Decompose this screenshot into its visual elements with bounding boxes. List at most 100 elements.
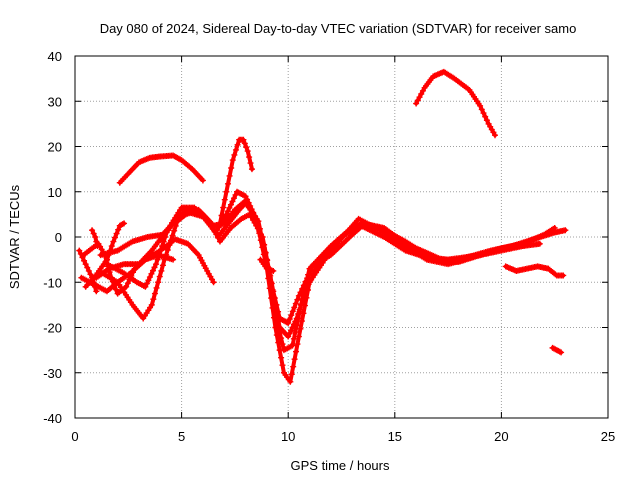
data-point bbox=[210, 224, 217, 231]
data-point bbox=[304, 275, 311, 282]
data-point bbox=[293, 315, 300, 322]
data-point bbox=[223, 211, 230, 218]
data-point bbox=[416, 94, 423, 101]
y-tick-label: -30 bbox=[43, 366, 62, 381]
data-point bbox=[124, 280, 131, 287]
x-axis-label: GPS time / hours bbox=[291, 458, 390, 473]
data-point bbox=[297, 301, 304, 308]
data-point bbox=[305, 281, 312, 288]
data-point bbox=[286, 316, 293, 323]
data-point bbox=[226, 172, 233, 179]
data-point bbox=[151, 290, 158, 297]
data-point bbox=[93, 288, 100, 295]
data-point bbox=[210, 279, 217, 286]
data-point bbox=[296, 306, 303, 313]
data-point bbox=[82, 261, 89, 268]
data-point bbox=[264, 257, 271, 264]
data-point bbox=[492, 132, 499, 139]
data-point bbox=[551, 224, 558, 231]
x-tick-label: 25 bbox=[601, 429, 615, 444]
data-point bbox=[158, 267, 165, 274]
series-arc-post-peak bbox=[257, 256, 277, 274]
x-tick-label: 5 bbox=[178, 429, 185, 444]
data-point bbox=[288, 312, 295, 319]
data-point bbox=[153, 261, 160, 268]
data-point bbox=[290, 363, 297, 370]
data-point bbox=[286, 330, 293, 337]
data-point bbox=[244, 148, 251, 155]
data-point bbox=[303, 284, 310, 291]
chart-title: Day 080 of 2024, Sidereal Day-to-day VTE… bbox=[100, 21, 577, 36]
data-point bbox=[279, 362, 286, 369]
data-point bbox=[295, 310, 302, 317]
data-point bbox=[223, 188, 230, 195]
series-trace bbox=[94, 201, 568, 339]
x-tick-label: 20 bbox=[494, 429, 508, 444]
data-point bbox=[164, 247, 171, 254]
data-point bbox=[243, 144, 250, 151]
data-point bbox=[419, 87, 426, 94]
data-point bbox=[536, 240, 543, 247]
data-point bbox=[292, 329, 299, 336]
data-point bbox=[145, 277, 152, 284]
data-point bbox=[292, 300, 299, 307]
y-tick-label: -40 bbox=[43, 411, 62, 426]
data-point bbox=[562, 227, 569, 234]
data-point bbox=[312, 267, 319, 274]
data-point bbox=[108, 274, 115, 281]
data-point bbox=[560, 272, 567, 279]
data-point bbox=[150, 296, 157, 303]
data-point bbox=[295, 292, 302, 299]
axis-ticks: 0 5 10 15 20 25 -40 -30 -20 -10 0 10 20 30 40 bbox=[43, 49, 615, 444]
data-point bbox=[292, 318, 299, 325]
data-point bbox=[309, 264, 316, 271]
data-point bbox=[84, 264, 91, 271]
data-point bbox=[94, 243, 101, 250]
data-point bbox=[227, 201, 234, 208]
data-point bbox=[305, 271, 312, 278]
data-point bbox=[246, 154, 253, 161]
series-arc-late-peak bbox=[413, 68, 499, 139]
y-tick-label: 30 bbox=[48, 94, 62, 109]
data-point bbox=[91, 283, 98, 290]
series-arc-main-c bbox=[93, 200, 569, 340]
data-point bbox=[90, 230, 97, 237]
data-point bbox=[288, 371, 295, 378]
data-point bbox=[289, 308, 296, 315]
y-tick-label: 0 bbox=[55, 230, 62, 245]
data-point bbox=[113, 286, 120, 293]
data-point bbox=[93, 238, 100, 245]
data-point bbox=[148, 301, 155, 308]
data-point bbox=[231, 151, 238, 158]
series-arc-isolated bbox=[549, 344, 565, 356]
data-point bbox=[271, 295, 278, 302]
data-point bbox=[289, 324, 296, 331]
data-point bbox=[261, 241, 268, 248]
data-point bbox=[278, 354, 285, 361]
data-point bbox=[275, 339, 282, 346]
series-arc-main-d bbox=[97, 206, 558, 326]
data-point bbox=[199, 177, 206, 184]
data-point bbox=[229, 198, 236, 205]
data-point bbox=[111, 234, 118, 241]
data-point bbox=[290, 321, 297, 328]
data-point bbox=[482, 113, 489, 120]
data-point bbox=[287, 378, 294, 385]
data-point bbox=[307, 277, 314, 284]
data-point bbox=[299, 285, 306, 292]
data-point bbox=[291, 356, 298, 363]
data-point bbox=[418, 91, 425, 98]
data-point bbox=[229, 157, 236, 164]
data-point bbox=[92, 234, 99, 240]
data-point bbox=[170, 256, 177, 263]
y-tick-label: -20 bbox=[43, 321, 62, 336]
data-point bbox=[310, 270, 317, 277]
data-point bbox=[307, 268, 314, 275]
data-point bbox=[126, 276, 133, 283]
data-point bbox=[213, 231, 220, 238]
data-point bbox=[234, 141, 241, 148]
data-point bbox=[270, 267, 277, 274]
data-series bbox=[76, 68, 569, 385]
x-tick-label: 15 bbox=[388, 429, 402, 444]
